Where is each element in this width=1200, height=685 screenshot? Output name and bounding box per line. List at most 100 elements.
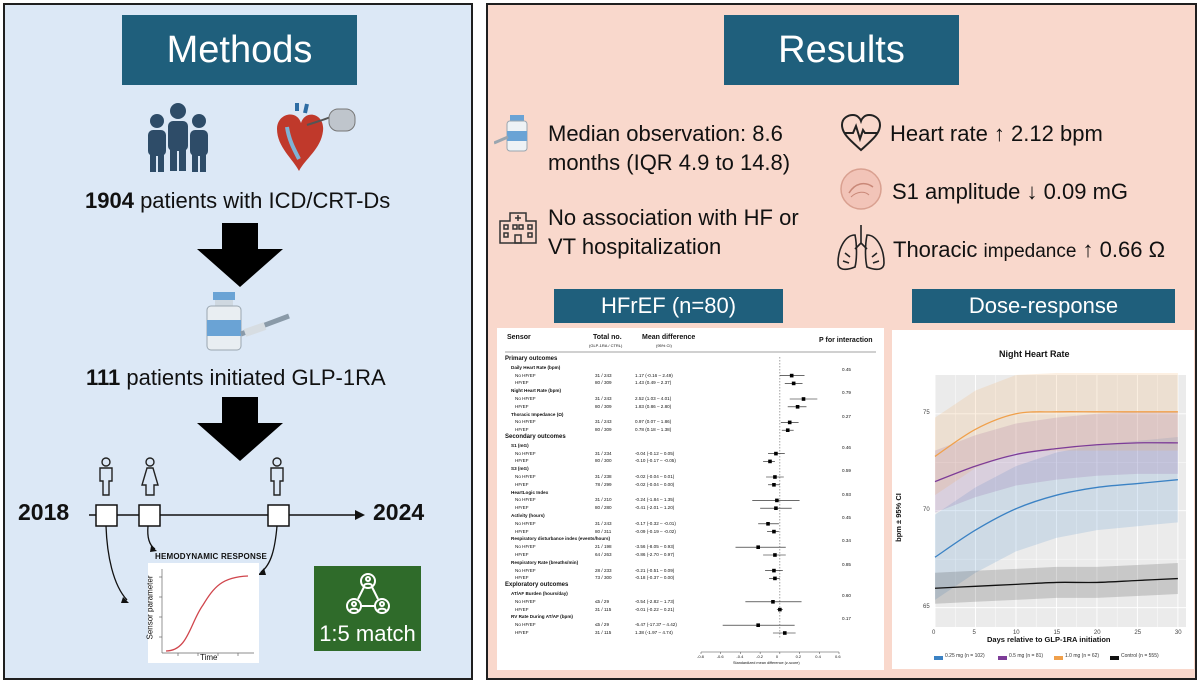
legend-label: 0.25 mg (n = 102): [945, 653, 985, 659]
forest-col-total: Total no.: [593, 334, 622, 341]
forest-n: 31 / 115: [595, 606, 612, 612]
down-arrow-icon: [197, 223, 283, 287]
forest-n: 80 / 309: [595, 427, 612, 433]
x-tick-label: 25: [1134, 630, 1142, 636]
forest-p-value: 0.85: [842, 561, 851, 567]
forest-n: 73 / 300: [595, 575, 612, 581]
forest-col-sensor: Sensor: [507, 334, 531, 341]
forest-n: 78 / 299: [595, 481, 612, 487]
forest-sub-label: HFrEF: [515, 630, 529, 635]
patients-label: patients with ICD/CRT-Ds: [133, 188, 391, 213]
x-tick-label: 10: [1012, 630, 1020, 636]
chart-ylabel: bpm ± 95% CI: [893, 493, 903, 542]
forest-n: 31 / 243: [595, 396, 612, 401]
hosp-line1: No association with HF or: [548, 205, 799, 230]
initiated-count: 111: [86, 365, 121, 390]
forest-tick-label: 0.4: [815, 654, 821, 659]
forest-tick-label: 0.6: [835, 654, 841, 659]
forest-sub-label: HFrEF: [515, 505, 529, 511]
forest-n: 80 / 309: [595, 380, 612, 386]
forest-md: 0.78 (0.18 – 1.38): [635, 427, 672, 433]
sensor-axis-label: Sensor parameter: [145, 575, 155, 640]
observation-line2: months (IQR 4.9 to 14.8): [548, 150, 791, 175]
forest-md: 1.83 (0.86 – 2.80): [635, 403, 672, 409]
forest-section-label: Primary outcomes: [505, 356, 558, 362]
patients-count: 1904: [85, 188, 134, 213]
forest-n: 31 / 243: [595, 419, 612, 425]
forest-sub-label: HFrEF: [515, 575, 529, 581]
forest-group-label: RV Rate During AT/AF (bpm): [511, 614, 573, 620]
forest-p-value: 0.17: [842, 616, 851, 622]
forest-md: -0.09 (-0.19 – -0.02): [635, 528, 676, 534]
forest-axis-label: Standardized mean difference (z-score): [733, 661, 800, 665]
x-tick-label: 15: [1053, 630, 1061, 636]
forest-tick-label: -0.4: [736, 654, 744, 659]
heart-rate-text: Heart rate ↑ 2.12 bpm: [890, 121, 1103, 146]
medication-vial-icon: [206, 292, 290, 351]
forest-point: [772, 529, 776, 534]
series-line: [934, 479, 1178, 558]
forest-col-md-sub: (95% CI): [656, 343, 672, 348]
methods-title: Methods: [122, 15, 357, 85]
vial-icon: [494, 115, 528, 152]
forest-point: [791, 381, 796, 386]
chart-xlabel: Days relative to GLP-1RA initiation: [987, 635, 1111, 644]
forest-n: 64 / 263: [595, 552, 612, 557]
thoracic-small: impedance: [983, 241, 1077, 262]
chart-legend: 0.25 mg (n = 102) 0.5 mg (n = 81) 1.0 mg (…: [892, 653, 1194, 665]
forest-md: -0.10 (-0.17 – -0.05): [635, 458, 676, 464]
forest-sub-label: No HFrEF: [515, 419, 536, 425]
observation-line1: Median observation: 8.6: [548, 121, 783, 146]
x-tick-label: 0: [932, 630, 936, 636]
series-line: [934, 411, 1178, 457]
patients-group-icon: [148, 103, 208, 172]
legend-swatch: [1110, 656, 1119, 660]
forest-tick-label: 0.2: [795, 654, 802, 659]
s1-text: S1 amplitude ↓ 0.09 mG: [892, 179, 1129, 204]
forest-md: -0.17 (-0.32 – -0.01): [635, 520, 676, 526]
forest-point: [756, 623, 760, 627]
forest-point: [789, 373, 794, 378]
person-male-icon-2: [270, 457, 284, 496]
thoracic-value: ↑ 0.66 Ω: [1076, 237, 1166, 262]
hospital-icon: [499, 212, 537, 244]
forest-point: [772, 568, 776, 573]
forest-md: -0.21 (-0.51 – 0.09): [635, 567, 675, 573]
forest-n: 31 / 238: [595, 474, 612, 479]
forest-sub-label: HFrEF: [515, 427, 529, 433]
hfref-header: HFrEF (n=80): [554, 289, 783, 323]
forest-sub-label: HFrEF: [515, 606, 529, 612]
forest-md: -6.47 (-17.37 – 4.42): [635, 622, 677, 628]
match-box: 1:5 match: [314, 566, 421, 651]
forest-sub-label: HFrEF: [515, 403, 529, 409]
forest-p-value: 0.45: [842, 366, 851, 372]
forest-col-md: Mean difference: [642, 334, 696, 341]
hemodynamic-plot: Sensor parameter Time: [145, 563, 259, 663]
forest-p-value: 0.34: [842, 538, 851, 544]
forest-md: -0.02 (-0.04 – 0.01): [635, 474, 675, 479]
forest-p-value: 0.45: [842, 515, 851, 520]
forest-md: -0.04 (-0.12 – 0.05): [635, 450, 675, 456]
forest-point: [795, 405, 800, 409]
forest-sub-label: No HFrEF: [515, 497, 536, 503]
sigmoid-curve: [159, 569, 254, 656]
series-ci-band: [935, 437, 1178, 600]
plot-background: [935, 375, 1186, 627]
legend-label: 1.0 mg (n = 62): [1065, 653, 1100, 659]
person-female-icon: [141, 457, 159, 496]
hosp-line2: VT hospitalization: [548, 234, 722, 259]
forest-n: ≤5 / 29: [595, 598, 610, 604]
initiated-text: 111 patients initiated GLP-1RA: [86, 365, 386, 391]
forest-sub-label: No HFrEF: [515, 598, 536, 604]
forest-n: 31 / 234: [595, 450, 612, 456]
forest-point: [775, 498, 779, 503]
forest-point: [772, 483, 776, 487]
forest-p-value: 0.59: [842, 468, 851, 474]
forest-group-label: Thoracic Impedance (Ω): [511, 411, 564, 417]
forest-point: [773, 475, 777, 479]
network-people-icon: [346, 573, 390, 614]
forest-n: 80 / 311: [595, 528, 612, 534]
forest-group-label: S1 (mG): [511, 442, 529, 448]
dose-response-chart: Night Heart Rate bpm ± 95% CI Days relat…: [892, 330, 1194, 669]
legend-label: 0.5 mg (n = 81): [1009, 653, 1044, 659]
